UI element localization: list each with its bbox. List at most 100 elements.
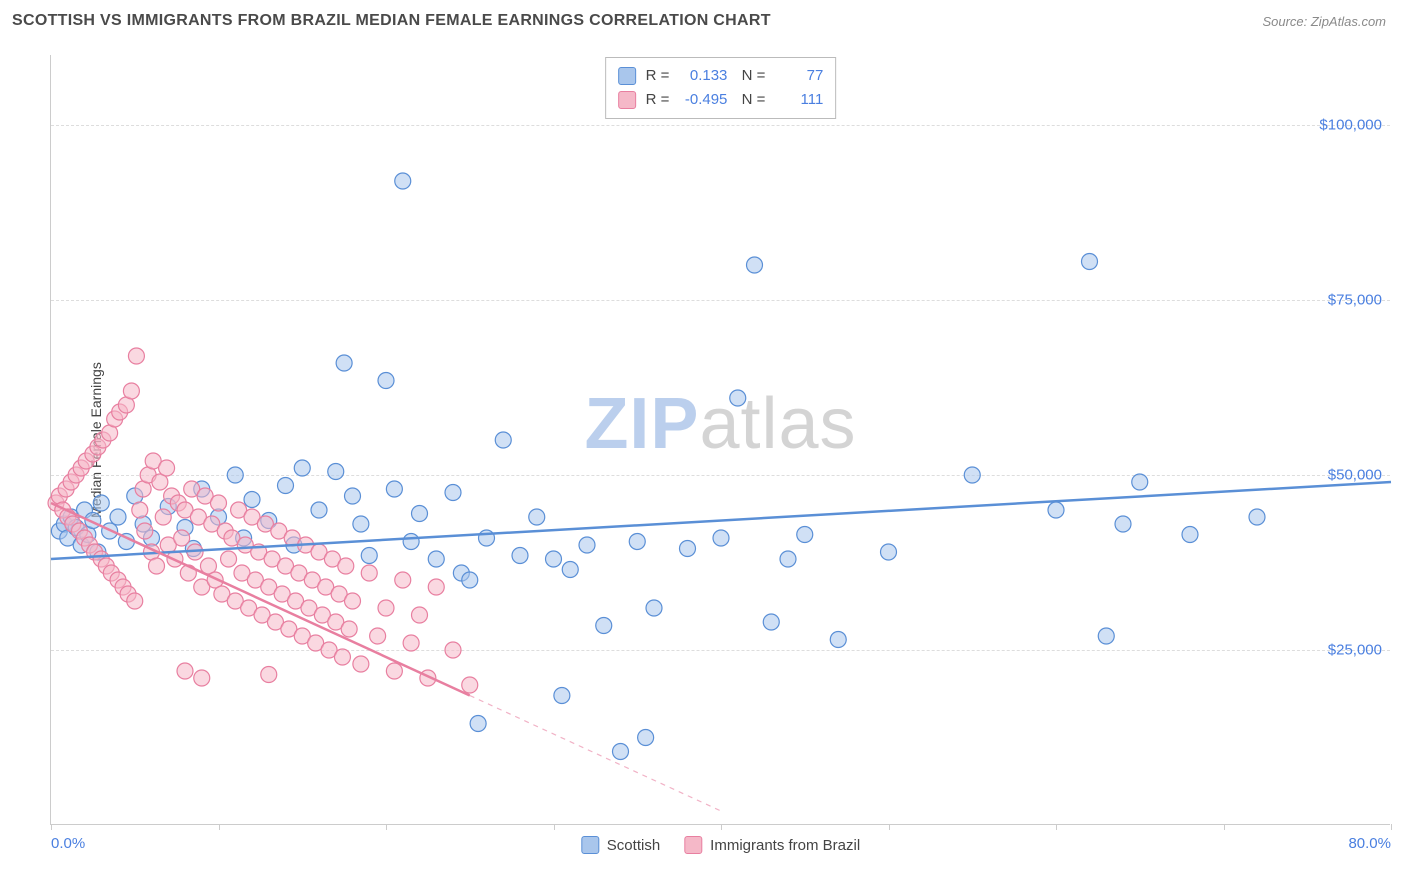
x-tick <box>721 824 722 830</box>
scatter-point <box>1082 254 1098 270</box>
scatter-point <box>155 509 171 525</box>
r-label: R = <box>646 64 670 88</box>
scatter-point <box>132 502 148 518</box>
scatter-point <box>797 527 813 543</box>
scatter-point <box>1249 509 1265 525</box>
scatter-point <box>445 485 461 501</box>
scatter-point <box>462 572 478 588</box>
x-tick <box>554 824 555 830</box>
scatter-point <box>730 390 746 406</box>
scatter-point <box>629 534 645 550</box>
swatch-series-1 <box>618 91 636 109</box>
n-value-0: 77 <box>775 64 823 88</box>
x-tick-label-right: 80.0% <box>1348 835 1391 852</box>
scatter-point <box>1182 527 1198 543</box>
scatter-point <box>177 663 193 679</box>
scatter-point <box>403 534 419 550</box>
scatter-point <box>964 467 980 483</box>
scatter-point <box>137 523 153 539</box>
scatter-point <box>638 730 654 746</box>
scatter-point <box>462 677 478 693</box>
scatter-point <box>110 509 126 525</box>
scatter-point <box>554 688 570 704</box>
scatter-point <box>378 373 394 389</box>
x-tick <box>51 824 52 830</box>
scatter-point <box>294 460 310 476</box>
scatter-point <box>221 551 237 567</box>
scatter-point <box>579 537 595 553</box>
scatter-point <box>336 355 352 371</box>
scatter-point <box>345 488 361 504</box>
scatter-point <box>763 614 779 630</box>
scatter-point <box>345 593 361 609</box>
scatter-point <box>596 618 612 634</box>
scatter-point <box>244 492 260 508</box>
legend-swatch-1 <box>684 836 702 854</box>
scatter-point <box>278 478 294 494</box>
scatter-point <box>1048 502 1064 518</box>
scatter-point <box>529 509 545 525</box>
scatter-point <box>211 495 227 511</box>
scatter-point <box>428 551 444 567</box>
x-tick <box>1224 824 1225 830</box>
scatter-point <box>353 656 369 672</box>
scatter-point <box>311 502 327 518</box>
scatter-point <box>338 558 354 574</box>
scatter-point <box>127 593 143 609</box>
scatter-point <box>470 716 486 732</box>
x-tick <box>1391 824 1392 830</box>
n-label: N = <box>737 64 765 88</box>
r-value-1: -0.495 <box>679 88 727 112</box>
scatter-point <box>123 383 139 399</box>
stats-legend-row: R = 0.133 N = 77 <box>618 64 824 88</box>
scatter-point <box>1132 474 1148 490</box>
scatter-point <box>128 348 144 364</box>
scatter-point <box>1115 516 1131 532</box>
scatter-point <box>386 481 402 497</box>
x-tick-label-left: 0.0% <box>51 835 85 852</box>
scatter-point <box>174 530 190 546</box>
x-tick <box>219 824 220 830</box>
scatter-point <box>680 541 696 557</box>
scatter-point <box>613 744 629 760</box>
chart-canvas <box>51 55 1390 824</box>
scatter-point <box>361 565 377 581</box>
scatter-point <box>747 257 763 273</box>
scatter-point <box>881 544 897 560</box>
scatter-point <box>370 628 386 644</box>
scatter-point <box>412 607 428 623</box>
chart-title: SCOTTISH VS IMMIGRANTS FROM BRAZIL MEDIA… <box>12 12 771 30</box>
scatter-point <box>194 670 210 686</box>
x-tick <box>889 824 890 830</box>
scatter-point <box>428 579 444 595</box>
scatter-point <box>334 649 350 665</box>
scatter-point <box>341 621 357 637</box>
scatter-point <box>546 551 562 567</box>
scatter-point <box>159 460 175 476</box>
n-value-1: 111 <box>775 88 823 112</box>
scatter-point <box>713 530 729 546</box>
x-tick <box>386 824 387 830</box>
trend-line <box>51 503 470 696</box>
scatter-point <box>830 632 846 648</box>
scatter-point <box>93 495 109 511</box>
scatter-point <box>780 551 796 567</box>
scatter-point <box>353 516 369 532</box>
legend-swatch-0 <box>581 836 599 854</box>
scatter-point <box>227 467 243 483</box>
scatter-point <box>149 558 165 574</box>
scatter-point <box>495 432 511 448</box>
scatter-point <box>646 600 662 616</box>
scatter-point <box>328 464 344 480</box>
n-label: N = <box>737 88 765 112</box>
header: SCOTTISH VS IMMIGRANTS FROM BRAZIL MEDIA… <box>0 0 1406 38</box>
scatter-point <box>378 600 394 616</box>
legend-item-1: Immigrants from Brazil <box>684 836 860 854</box>
legend-label-0: Scottish <box>607 837 660 854</box>
stats-legend-row: R = -0.495 N = 111 <box>618 88 824 112</box>
legend-label-1: Immigrants from Brazil <box>710 837 860 854</box>
scatter-point <box>512 548 528 564</box>
scatter-point <box>386 663 402 679</box>
scatter-point <box>479 530 495 546</box>
trend-line-dashed <box>470 696 721 812</box>
